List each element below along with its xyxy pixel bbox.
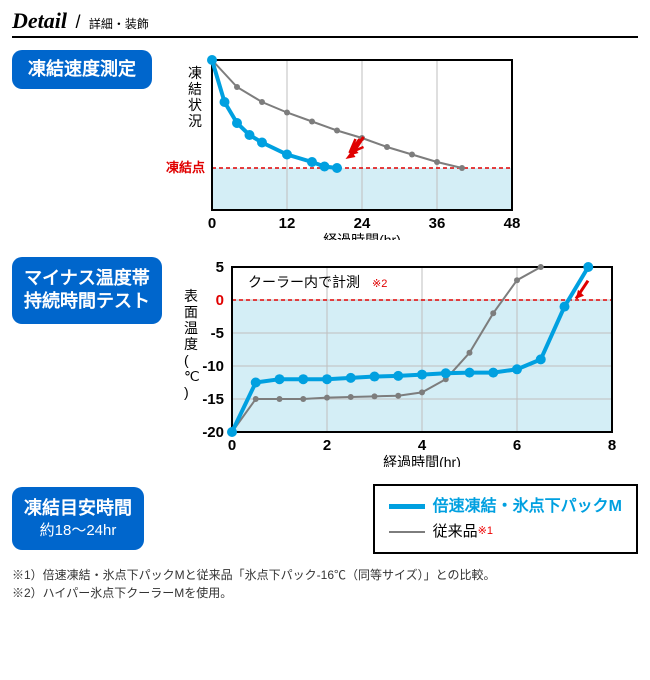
footnote-2: ※2）ハイパー氷点下クーラーMを使用。 <box>12 584 638 602</box>
svg-text:8: 8 <box>608 437 616 454</box>
chart-freeze-speed: 凍結状況凍結点 0 12 24 36 48 経過時間(hr) <box>162 50 522 240</box>
svg-text:温: 温 <box>184 320 198 336</box>
chart-temperature: 5 0 -5 -10 -15 -20 表面温度(℃) 0 2 4 6 8 経過時間(hr) クーラー内で計… <box>172 257 622 467</box>
svg-text:4: 4 <box>418 437 427 454</box>
section-header: Detail / 詳細・装飾 <box>12 8 638 38</box>
badge3-line1: 凍結目安時間 <box>24 497 132 520</box>
header-slash: / <box>75 12 80 32</box>
svg-text:): ) <box>184 384 189 400</box>
badge3-line2: 約18～24hr <box>24 521 132 541</box>
svg-text:結: 結 <box>188 81 202 97</box>
badge2-line2: 持続時間テスト <box>24 290 150 313</box>
svg-text:度: 度 <box>184 336 198 352</box>
svg-text:面: 面 <box>184 304 198 320</box>
badge2-line1: マイナス温度帯 <box>24 267 150 290</box>
legend-blue-swatch <box>389 504 425 509</box>
header-en: Detail <box>12 8 67 33</box>
chart-1-container: 凍結状況凍結点 0 12 24 36 48 経過時間(hr) <box>162 50 522 245</box>
svg-text:-15: -15 <box>202 391 224 408</box>
legend-gray: 従来品 ※1 <box>389 520 622 544</box>
svg-text:36: 36 <box>429 215 446 232</box>
badge-freeze-time: 凍結目安時間 約18～24hr <box>12 487 144 550</box>
svg-text:24: 24 <box>354 215 371 232</box>
svg-text:0: 0 <box>208 215 216 232</box>
svg-text:6: 6 <box>513 437 521 454</box>
badge-duration-test: マイナス温度帯 持続時間テスト <box>12 257 162 324</box>
svg-text:-10: -10 <box>202 358 224 375</box>
svg-text:凍結点: 凍結点 <box>166 160 205 175</box>
legend-box: 倍速凍結・氷点下パックM 従来品 ※1 <box>373 484 638 554</box>
legend-gray-swatch <box>389 531 425 533</box>
svg-text:℃: ℃ <box>184 368 200 384</box>
legend-blue-label: 倍速凍結・氷点下パックM <box>433 494 622 520</box>
svg-text:クーラー内で計測: クーラー内で計測 <box>248 274 360 290</box>
svg-text:48: 48 <box>504 215 521 232</box>
svg-text:状: 状 <box>188 97 202 113</box>
svg-text:2: 2 <box>323 437 331 454</box>
footnote-1: ※1）倍速凍結・氷点下パックMと従来品「氷点下パック-16℃（同等サイズ）」との… <box>12 566 638 584</box>
svg-text:経過時間(hr): 経過時間(hr) <box>323 232 401 240</box>
legend-gray-label: 従来品 <box>433 520 478 544</box>
svg-text:0: 0 <box>216 292 224 309</box>
svg-text:(: ( <box>184 352 189 368</box>
chart-2-container: 5 0 -5 -10 -15 -20 表面温度(℃) 0 2 4 6 8 経過時間(hr) クーラー内で計… <box>172 257 622 472</box>
legend-blue: 倍速凍結・氷点下パックM <box>389 494 622 520</box>
svg-text:0: 0 <box>228 437 236 454</box>
footnotes: ※1）倍速凍結・氷点下パックMと従来品「氷点下パック-16℃（同等サイズ）」との… <box>12 566 638 602</box>
svg-text:凍: 凍 <box>188 65 202 81</box>
svg-text:5: 5 <box>216 259 224 276</box>
svg-text:況: 況 <box>188 113 202 129</box>
legend-gray-ref: ※1 <box>478 523 493 541</box>
svg-text:-20: -20 <box>202 424 224 441</box>
svg-text:12: 12 <box>279 215 296 232</box>
svg-text:-5: -5 <box>211 325 224 342</box>
svg-text:表: 表 <box>184 288 198 304</box>
header-jp: 詳細・装飾 <box>89 17 149 31</box>
svg-text:※2: ※2 <box>372 278 387 290</box>
badge-freeze-speed: 凍結速度測定 <box>12 50 152 89</box>
svg-text:経過時間(hr): 経過時間(hr) <box>383 454 461 467</box>
